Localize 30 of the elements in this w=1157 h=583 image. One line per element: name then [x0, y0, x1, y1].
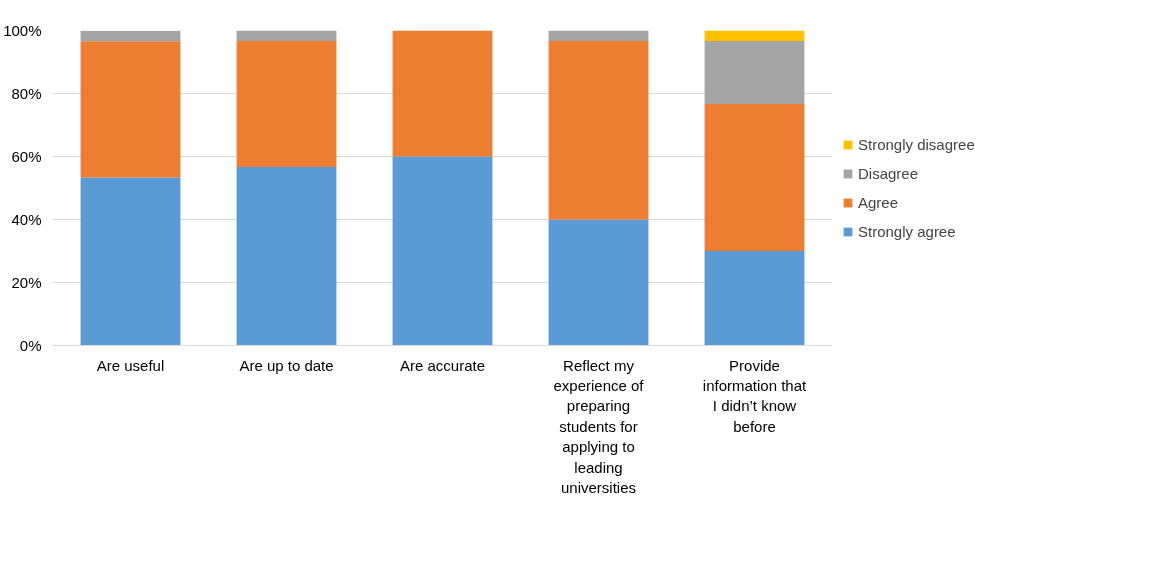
bar [548, 219, 649, 346]
legend-label: Strongly agree [858, 222, 956, 240]
bar [236, 30, 337, 41]
bar [704, 103, 805, 251]
legend-label: Disagree [858, 164, 919, 182]
bar [80, 41, 181, 178]
legend-label: Agree [858, 193, 899, 211]
x-tick-label: Provide information that I didn’t know before [702, 356, 808, 435]
x-tick-label: Are accurate [399, 356, 486, 374]
bar [236, 166, 337, 346]
y-tick-label: 20% [11, 274, 42, 291]
x-tick-label: Are up to date [239, 356, 334, 374]
bar [704, 30, 805, 41]
bar [80, 177, 181, 346]
y-tick-label: 0% [19, 337, 42, 354]
y-tick-label: 60% [11, 148, 42, 165]
bar [548, 40, 649, 220]
bar [392, 30, 493, 157]
y-tick-label: 40% [11, 211, 42, 228]
y-tick-label: 80% [11, 85, 42, 102]
bar [80, 30, 181, 42]
bar [704, 40, 805, 104]
bar [548, 30, 649, 41]
legend-label: Strongly disagree [858, 135, 975, 153]
bar [236, 40, 337, 167]
x-tick-label: Reflect my experience of preparing students for applying to leading universities [553, 356, 645, 496]
bar [392, 156, 493, 346]
bar [704, 251, 805, 346]
x-tick-label: Are useful [96, 356, 165, 374]
y-tick-label: 100% [3, 22, 42, 39]
